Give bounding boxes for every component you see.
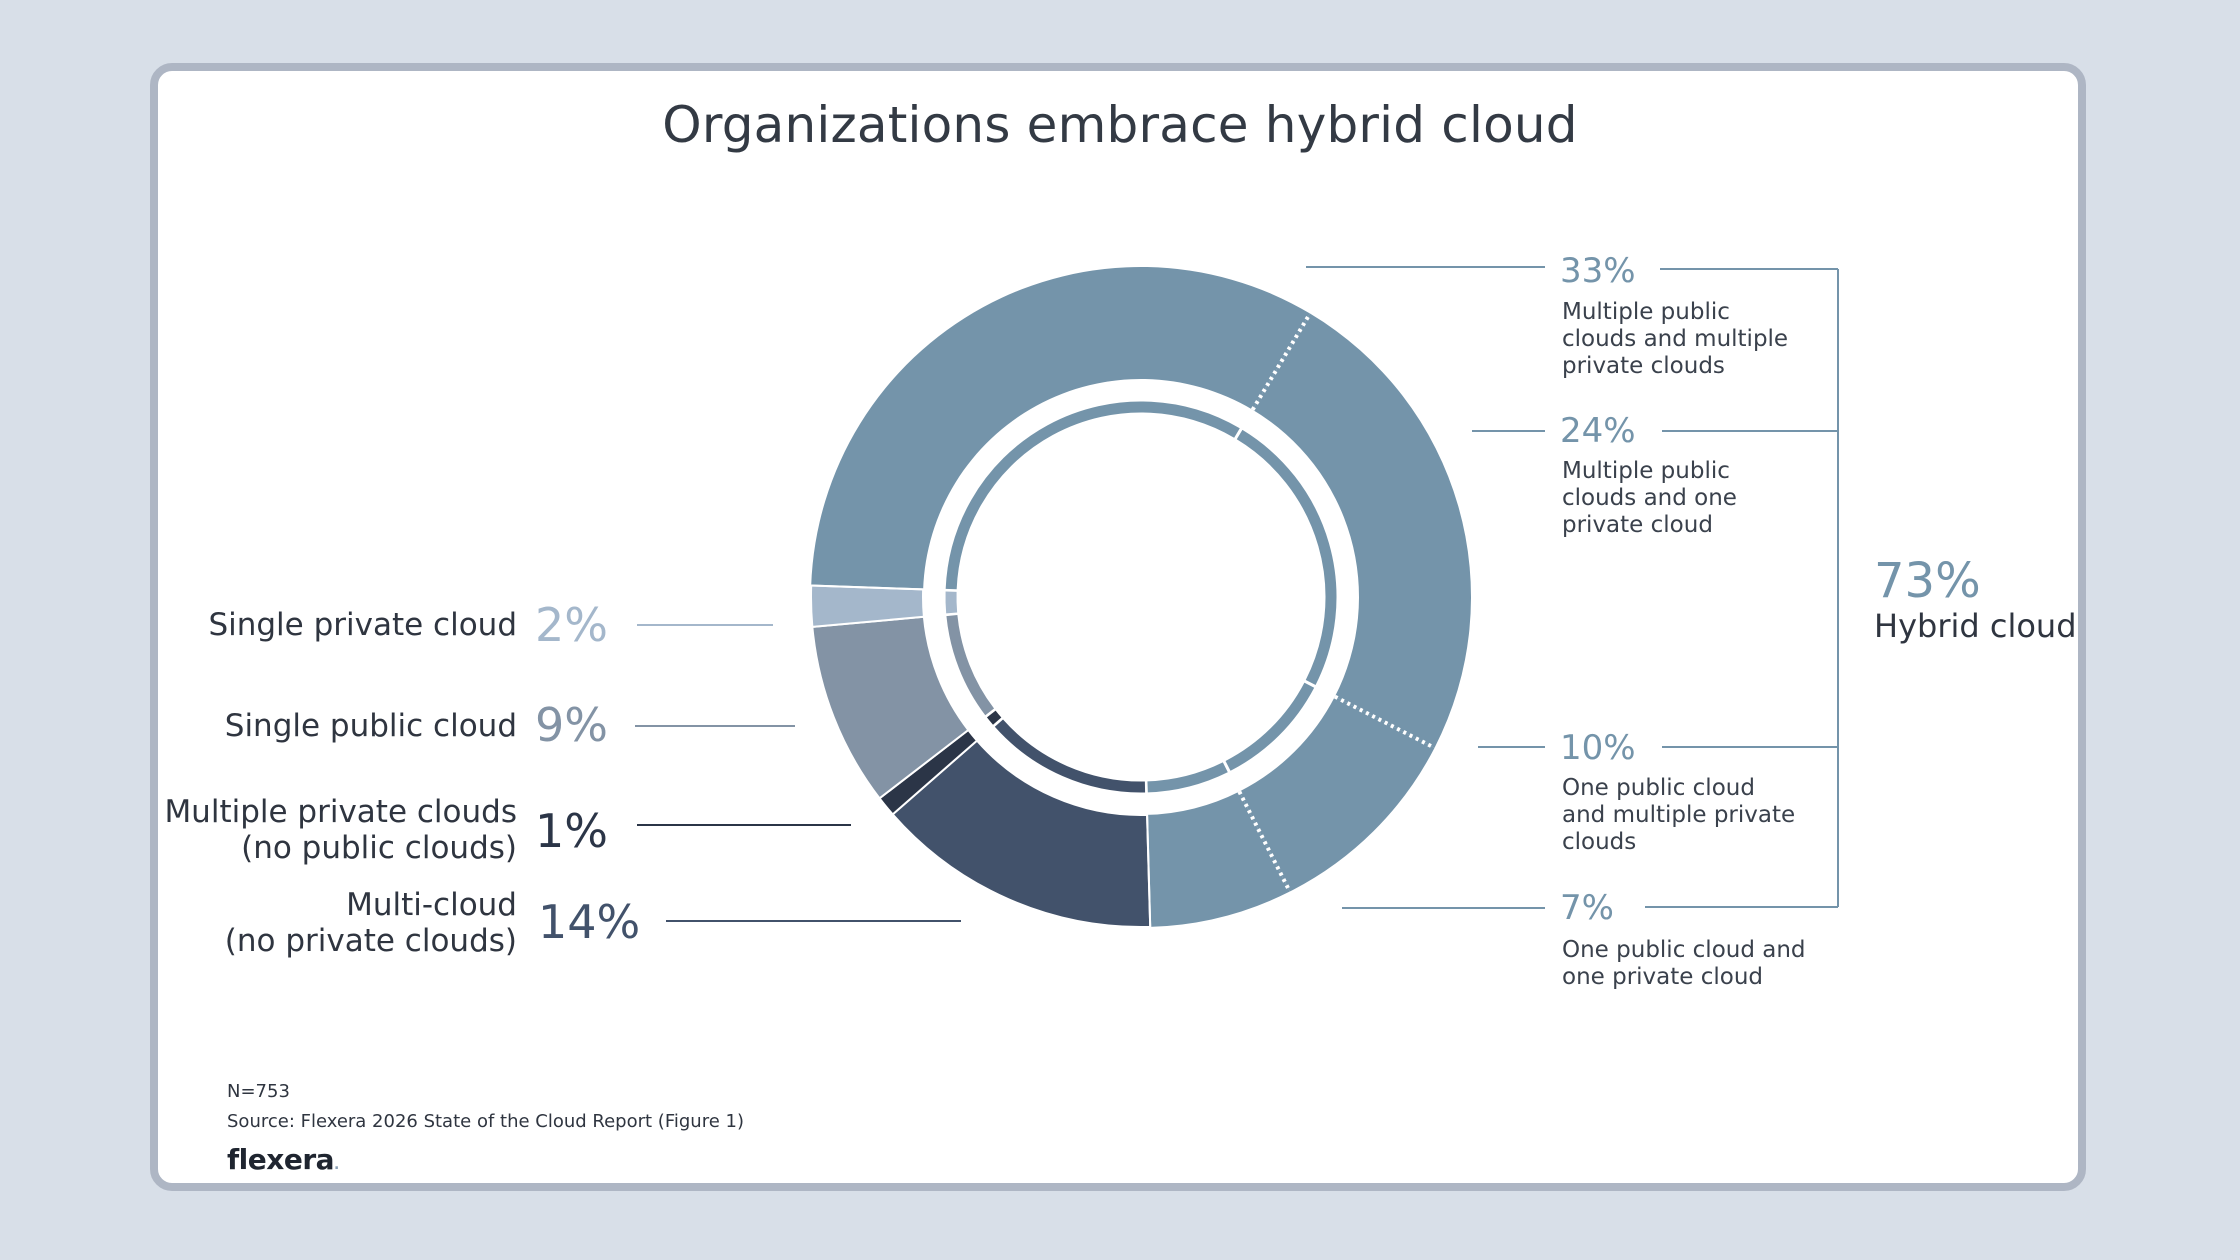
pct-multi-public-multi-private: 33% xyxy=(1560,251,1636,291)
slice-multi-public-one-private xyxy=(1252,313,1471,748)
pct-one-public-multi-private: 10% xyxy=(1560,728,1636,768)
desc-line: private cloud xyxy=(1562,512,1713,538)
desc-multi-public-multi-private: Multiple public clouds and multiple priv… xyxy=(1562,299,1788,380)
logo-text: flexera xyxy=(227,1143,335,1176)
desc-line: clouds xyxy=(1562,829,1637,855)
desc-line: clouds and one xyxy=(1562,485,1737,511)
desc-line: clouds and multiple xyxy=(1562,326,1789,352)
label-single-public: Single public cloud xyxy=(224,708,517,744)
label-multi-cloud-line2: (no private clouds) xyxy=(224,923,517,959)
desc-line: and multiple private xyxy=(1562,802,1796,828)
desc-line: Multiple public xyxy=(1562,299,1730,325)
source-note: Source: Flexera 2026 State of the Cloud … xyxy=(227,1111,744,1132)
desc-line: One public cloud xyxy=(1562,775,1755,801)
inner-ring-tick xyxy=(1232,426,1244,442)
desc-one-public-one-private: One public cloud and one private cloud xyxy=(1562,937,1806,991)
desc-multi-public-one-private: Multiple public clouds and one private c… xyxy=(1562,458,1737,539)
pct-multi-cloud: 14% xyxy=(538,895,641,949)
inner-ring-segment xyxy=(1147,762,1228,793)
inner-ring-segment xyxy=(945,591,958,614)
desc-line: one private cloud xyxy=(1562,964,1764,990)
label-multi-private-line2: (no public clouds) xyxy=(241,830,517,866)
desc-line: One public cloud and xyxy=(1562,937,1806,963)
label-multi-private-line1: Multiple private clouds xyxy=(164,794,517,830)
inner-ring-segment xyxy=(1236,429,1337,686)
logo-dot: . xyxy=(334,1157,339,1173)
desc-line: Multiple public xyxy=(1562,458,1730,484)
pct-multi-public-one-private: 24% xyxy=(1560,411,1636,451)
pct-single-private: 2% xyxy=(535,598,608,652)
inner-ring-segment xyxy=(1225,682,1315,771)
desc-line: private clouds xyxy=(1562,353,1725,379)
pct-hybrid-cloud: 73% xyxy=(1874,553,1981,609)
inner-ring-segment xyxy=(994,719,1146,793)
label-single-private: Single private cloud xyxy=(208,607,517,643)
pct-single-public: 9% xyxy=(535,698,608,752)
slice-one-public-one-private xyxy=(1147,791,1290,927)
desc-one-public-multi-private: One public cloud and multiple private cl… xyxy=(1562,775,1795,856)
slice-single-private xyxy=(810,584,925,628)
chart-card xyxy=(150,63,2086,1191)
inner-ring-tick xyxy=(1302,678,1318,689)
slice-multi-public-multi-private xyxy=(811,267,1310,590)
inner-ring-segment xyxy=(945,401,1240,590)
flexera-logo: flexera. xyxy=(227,1143,339,1176)
pct-one-public-one-private: 7% xyxy=(1560,888,1614,928)
slice-divider xyxy=(1146,814,1152,927)
label-multi-cloud-line1: Multi-cloud xyxy=(346,887,517,923)
slice-divider-dotted xyxy=(1237,790,1292,893)
slice-divider-dotted xyxy=(1333,694,1436,750)
label-hybrid-cloud: Hybrid cloud xyxy=(1874,607,2077,645)
slice-one-public-multi-private xyxy=(1239,696,1435,892)
inner-ring-tick xyxy=(1221,758,1232,775)
slice-divider xyxy=(811,584,924,591)
chart-title: Organizations embrace hybrid cloud xyxy=(662,96,1578,154)
sample-size: N=753 xyxy=(227,1081,290,1102)
pct-multi-private: 1% xyxy=(535,804,608,858)
inner-ring-segment xyxy=(946,614,995,716)
inner-ring-segment xyxy=(986,710,1002,725)
slice-divider-dotted xyxy=(1250,312,1312,411)
